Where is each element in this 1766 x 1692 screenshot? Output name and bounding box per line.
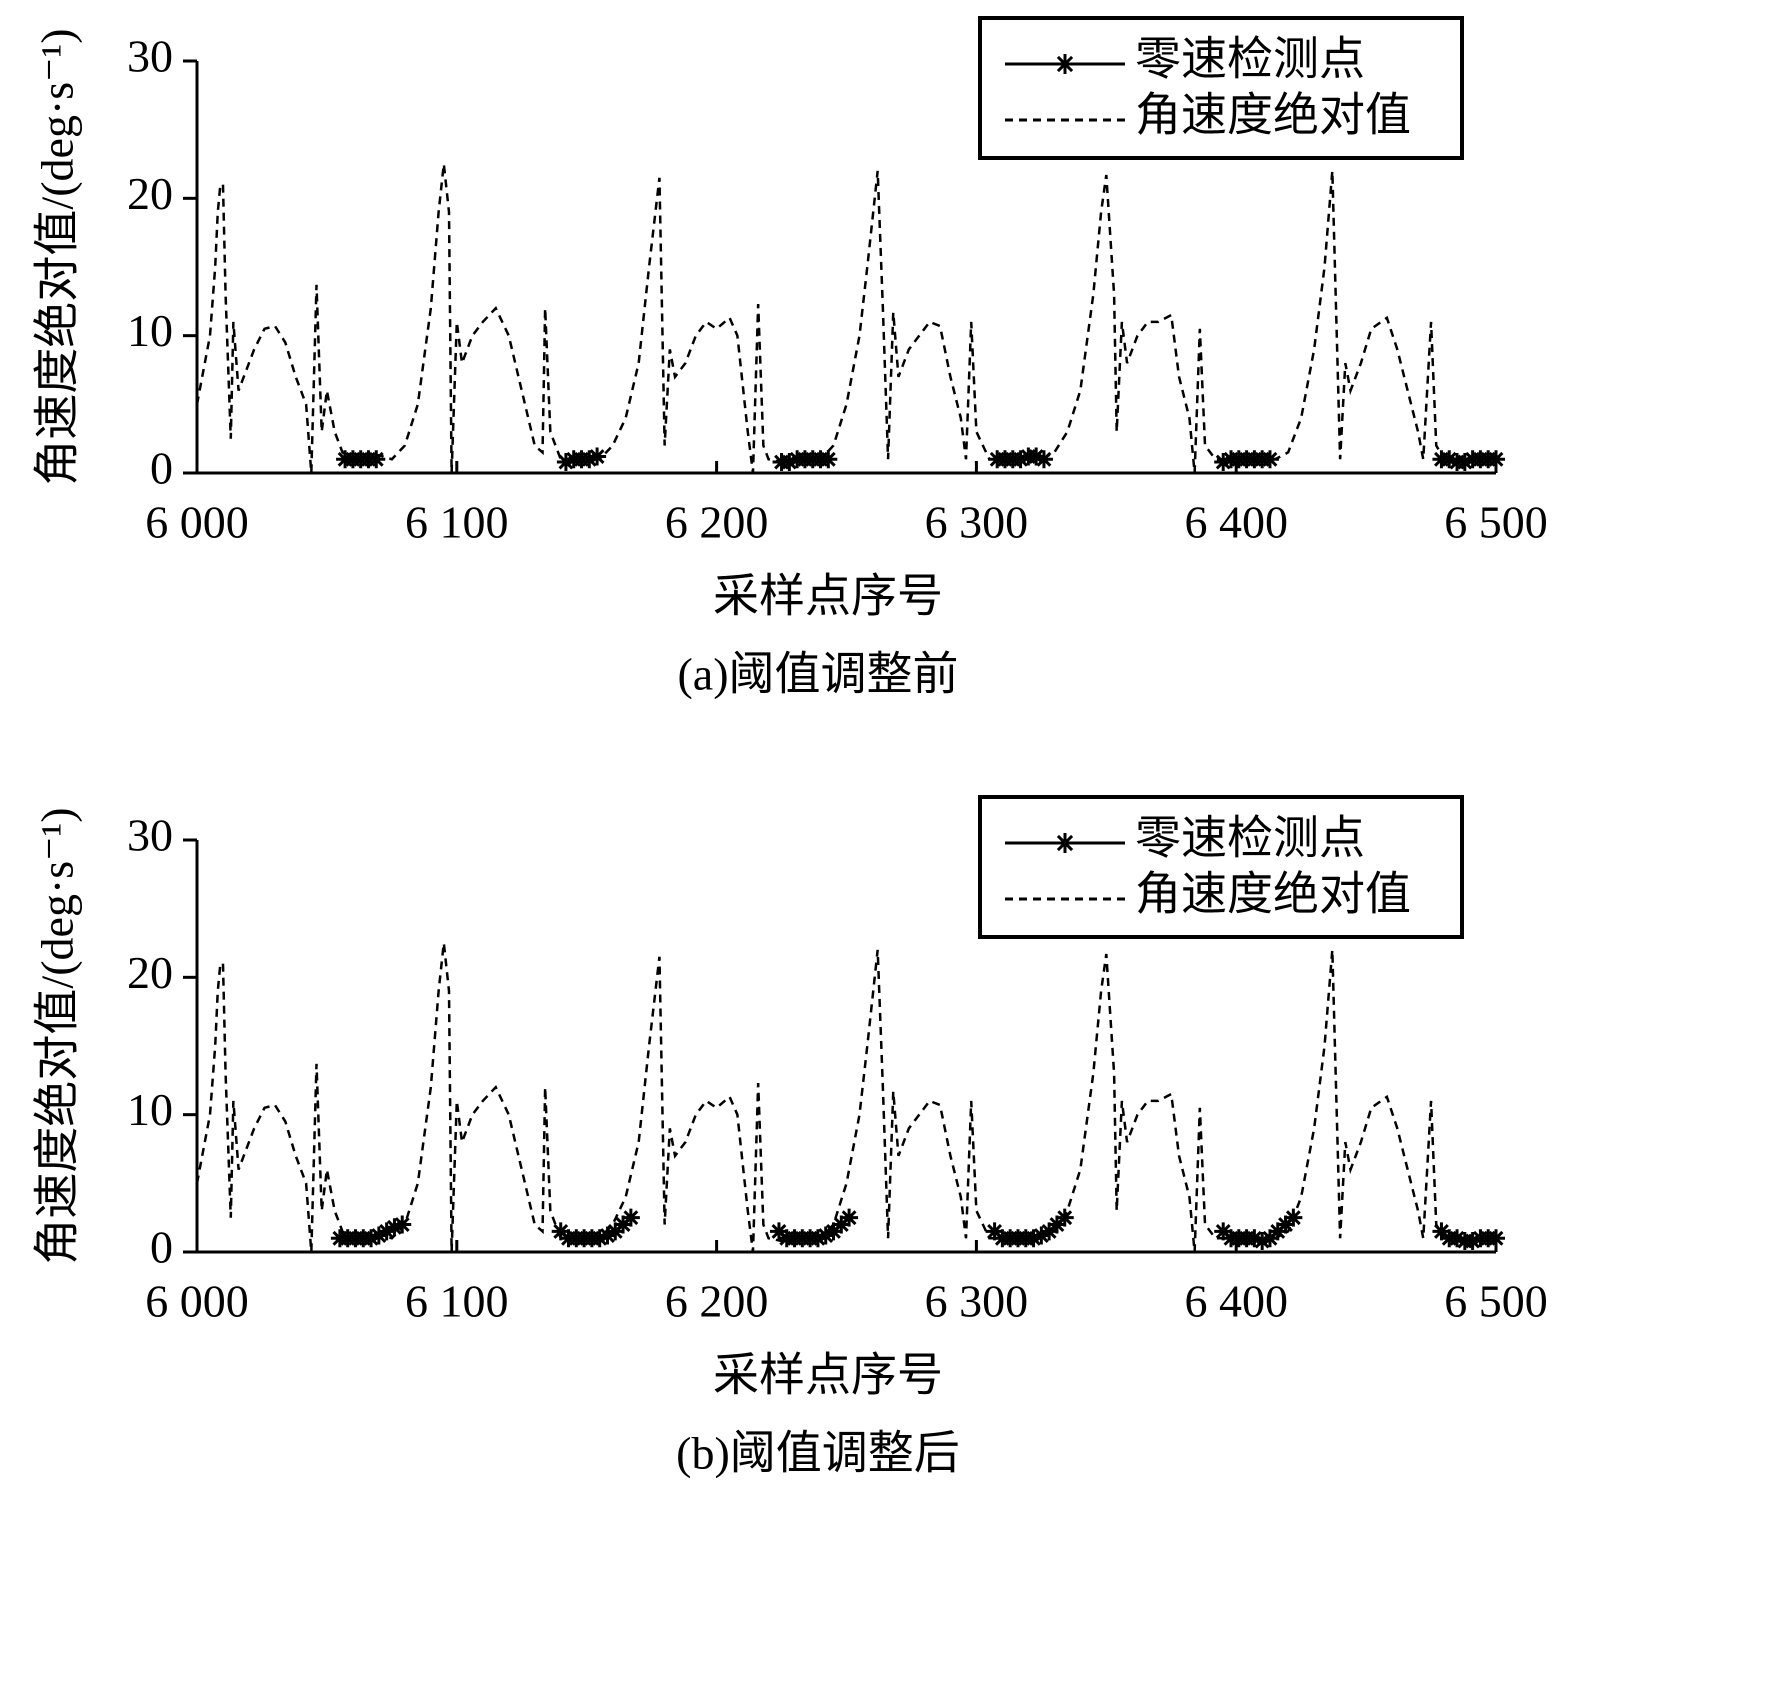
zero-velocity-point (1214, 1222, 1233, 1241)
x-tick-label: 6 200 (665, 1276, 769, 1327)
x-tick-label: 6 400 (1184, 1276, 1288, 1327)
zero-velocity-point (621, 1208, 640, 1227)
zero-velocity-point (551, 1222, 570, 1241)
legend-label: 角速度绝对值 (1135, 90, 1411, 141)
zero-velocity-point (824, 1222, 843, 1241)
zero-velocity-point (816, 1226, 835, 1245)
y-tick-label: 10 (127, 305, 173, 356)
zero-velocity-point (832, 1215, 851, 1234)
zero-velocity-point (1032, 1226, 1051, 1245)
x-axis-label: 采样点序号 (713, 571, 943, 622)
angular-velocity-line (195, 163, 1496, 474)
zero-velocity-point (780, 453, 799, 472)
zero-velocity-point (614, 1215, 633, 1234)
y-tick-label: 20 (127, 168, 173, 219)
zero-velocity-point (369, 1226, 388, 1245)
x-tick-label: 6 300 (925, 497, 1029, 548)
zero-velocity-point (362, 1229, 381, 1248)
zero-velocity-point (840, 1208, 859, 1227)
caption: (a)阈值调整前 (677, 649, 958, 700)
zero-velocity-point (1253, 1232, 1272, 1251)
zero-velocity-point (1040, 1222, 1059, 1241)
caption: (b)阈值调整后 (676, 1428, 960, 1479)
zero-velocity-point (367, 450, 386, 469)
x-tick-label: 6 500 (1444, 497, 1548, 548)
legend-label: 零速检测点 (1135, 813, 1365, 864)
legend-label: 零速检测点 (1135, 34, 1365, 85)
zero-velocity-point (1214, 453, 1233, 472)
zero-velocity-point (1047, 1215, 1066, 1234)
legend-label: 角速度绝对值 (1135, 869, 1411, 920)
x-tick-label: 6 000 (145, 497, 249, 548)
zero-velocity-point (1024, 1229, 1043, 1248)
zero-velocity-point (1463, 1232, 1482, 1251)
zero-velocity-point (377, 1222, 396, 1241)
x-tick-label: 6 100 (405, 1276, 509, 1327)
zero-velocity-point (1245, 1229, 1264, 1248)
zero-velocity-point (580, 450, 599, 469)
zero-velocity-point (606, 1222, 625, 1241)
y-tick-label: 0 (150, 443, 173, 494)
zero-velocity-point (1055, 1208, 1074, 1227)
chart: 0 10 20 30 6 000 6 100 6 200 6 300 6 400 6 500 采样点… (32, 16, 1548, 700)
x-tick-label: 6 000 (145, 1276, 249, 1327)
zero-velocity-point (598, 1226, 617, 1245)
x-tick-label: 6 400 (1184, 497, 1288, 548)
zero-velocity-point (769, 1222, 788, 1241)
chart: 0 10 20 30 6 000 6 100 6 200 6 300 6 400 6 500 采样点… (32, 795, 1548, 1479)
legend-marker (1055, 833, 1075, 853)
y-axis-label: 角速度绝对值/(deg·s⁻¹) (32, 28, 83, 485)
zero-velocity-point (393, 1215, 412, 1234)
zero-velocity-point (588, 447, 607, 466)
zero-velocity-point (1260, 450, 1279, 469)
legend-marker (1055, 54, 1075, 74)
zero-velocity-point (1276, 1215, 1295, 1234)
legend-box (978, 16, 1464, 160)
y-tick-label: 20 (127, 947, 173, 998)
x-tick-label: 6 100 (405, 497, 509, 548)
legend-box (978, 795, 1464, 939)
zero-velocity-point (1455, 453, 1474, 472)
zero-velocity-point (1440, 450, 1459, 469)
y-tick-label: 30 (127, 810, 173, 861)
zero-velocity-point (556, 453, 575, 472)
x-axis-label: 采样点序号 (713, 1350, 943, 1401)
y-tick-label: 0 (150, 1222, 173, 1273)
zero-velocity-point (1432, 1222, 1451, 1241)
x-tick-label: 6 300 (925, 1276, 1029, 1327)
x-tick-label: 6 500 (1444, 1276, 1548, 1327)
zero-velocity-point (1260, 1229, 1279, 1248)
y-axis-label: 角速度绝对值/(deg·s⁻¹) (32, 807, 83, 1264)
y-tick-label: 30 (127, 31, 173, 82)
zero-velocity-point (385, 1218, 404, 1237)
zero-velocity-point (819, 450, 838, 469)
zero-velocity-point (1027, 447, 1046, 466)
zero-velocity-point (985, 1222, 1004, 1241)
y-tick-label: 10 (127, 1084, 173, 1135)
x-tick-label: 6 200 (665, 497, 769, 548)
angular-velocity-line (195, 942, 1496, 1253)
zero-velocity-point (1268, 1222, 1287, 1241)
